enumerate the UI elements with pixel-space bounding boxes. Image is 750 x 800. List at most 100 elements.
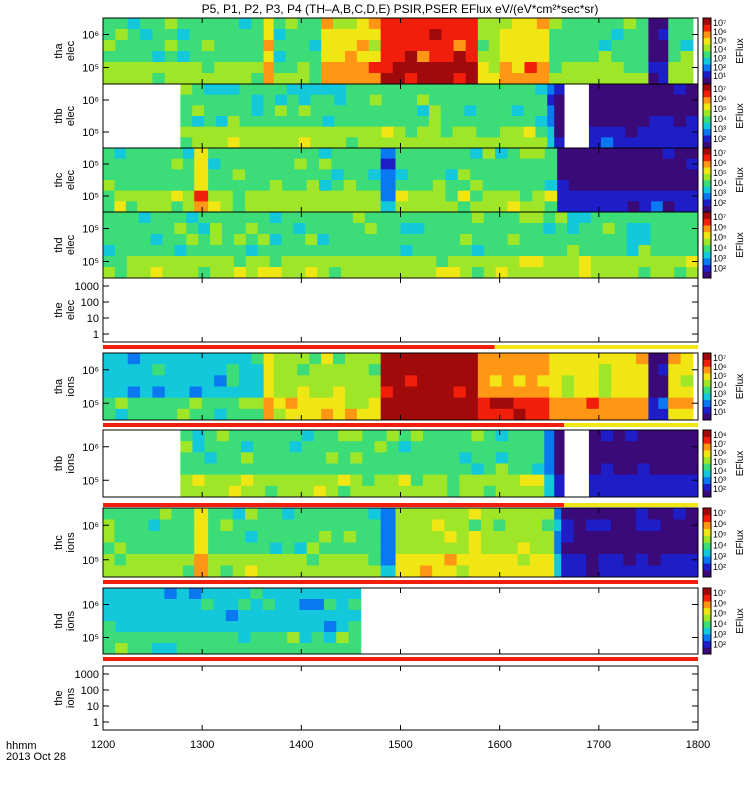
heatmap-cell [319, 148, 332, 160]
heatmap-cell [232, 180, 246, 192]
heatmap-cell [456, 508, 470, 520]
heatmap-cell [282, 148, 295, 160]
heatmap-cell [293, 245, 306, 257]
heatmap-cell [232, 201, 246, 213]
heatmap-cell [344, 18, 358, 30]
heatmap-cell [648, 364, 659, 376]
heatmap-cell [285, 386, 298, 399]
heatmap-cell [311, 643, 325, 655]
status-bar [103, 580, 698, 584]
heatmap-cell [286, 105, 300, 117]
heatmap-cell [114, 169, 127, 181]
heatmap-cell [182, 531, 195, 543]
heatmap-cell [171, 565, 184, 578]
heatmap-cell [285, 29, 298, 41]
heatmap-cell [251, 51, 265, 63]
colorbar-swatch [703, 542, 711, 550]
heatmap-cell [448, 234, 461, 246]
heatmap-cell [489, 375, 503, 387]
heatmap-cell [590, 223, 604, 235]
heatmap-cell [495, 430, 509, 442]
heatmap-cell [201, 73, 215, 85]
heatmap-cell [532, 190, 546, 202]
y-tick-label: 10⁶ [82, 600, 99, 612]
heatmap-cell [464, 105, 477, 117]
heatmap-cell [483, 245, 497, 257]
heatmap-cell [329, 234, 342, 246]
heatmap-cell [285, 397, 298, 410]
heatmap-cell [294, 565, 308, 578]
heatmap-cell [519, 223, 532, 235]
heatmap-cell [313, 463, 327, 476]
heatmap-cell [204, 126, 217, 138]
heatmap-cell [380, 397, 394, 410]
heatmap-cell [319, 169, 332, 181]
colorbar-swatch [703, 96, 711, 104]
heatmap-cell [317, 256, 330, 268]
heatmap-cell [650, 256, 663, 268]
colorbar-tick-label: 10⁸ [713, 430, 727, 440]
heatmap-cell [544, 485, 555, 498]
heatmap-cell [488, 126, 501, 138]
heatmap-cell [407, 554, 421, 566]
heatmap-cell [164, 73, 178, 85]
heatmap-cell [174, 245, 187, 257]
colorbar-tick-label: 10⁶ [713, 598, 727, 608]
heatmap-cell [544, 158, 558, 170]
heatmap-cell [257, 245, 270, 257]
heatmap-cell [356, 180, 369, 192]
heatmap-cell [488, 73, 501, 85]
heatmap-cell [287, 643, 300, 655]
heatmap-cell [309, 29, 322, 41]
heatmap-cell [460, 245, 473, 257]
heatmap-cell [177, 397, 190, 410]
heatmap-cell [127, 397, 141, 410]
heatmap-cell [251, 126, 264, 138]
heatmap-cell [623, 531, 637, 543]
heatmap-cell [626, 256, 639, 268]
heatmap-cell [216, 452, 230, 464]
heatmap-cell [435, 441, 448, 453]
heatmap-cell [364, 223, 378, 235]
heatmap-cell [362, 474, 375, 487]
heatmap-cell [299, 643, 313, 655]
heatmap-cell [213, 610, 227, 622]
heatmap-cell [452, 126, 465, 138]
heatmap-cell [680, 40, 694, 52]
heatmap-cell [305, 245, 318, 257]
heatmap-cell [574, 73, 587, 85]
heatmap-cell [417, 116, 430, 128]
heatmap-cell [331, 201, 345, 213]
heatmap-cell [368, 169, 382, 181]
heatmap-cell [164, 18, 178, 30]
heatmap-cell [432, 148, 446, 160]
colorbar-tick-label: 10⁶ [713, 362, 727, 372]
heatmap-cell [544, 474, 555, 487]
heatmap-cell [404, 73, 418, 85]
heatmap-cell [554, 554, 562, 566]
heatmap-cell [125, 158, 138, 170]
heatmap-cell [532, 430, 545, 442]
heatmap-cell [164, 353, 178, 365]
heatmap-cell [380, 353, 394, 365]
heatmap-cell [269, 169, 283, 181]
heatmap-cell [220, 158, 234, 170]
heatmap-cell [374, 441, 387, 453]
heatmap-cell [380, 364, 394, 376]
heatmap-cell [432, 542, 445, 555]
colorbar-tick-label: 10⁷ [713, 508, 726, 518]
heatmap-cell [507, 169, 521, 181]
heatmap-cell [400, 245, 413, 257]
heatmap-cell [586, 353, 600, 365]
heatmap-cell [638, 234, 651, 246]
heatmap-cell [140, 353, 153, 365]
heatmap-cell [523, 126, 536, 138]
heatmap-cell [321, 353, 334, 365]
heatmap-cell [404, 364, 418, 376]
heatmap-cell [428, 94, 442, 106]
heatmap-cell [380, 508, 396, 520]
heatmap-cell [489, 397, 503, 410]
heatmap-cell [574, 40, 587, 52]
heatmap-cell [114, 542, 127, 555]
heatmap-cell [263, 105, 276, 117]
